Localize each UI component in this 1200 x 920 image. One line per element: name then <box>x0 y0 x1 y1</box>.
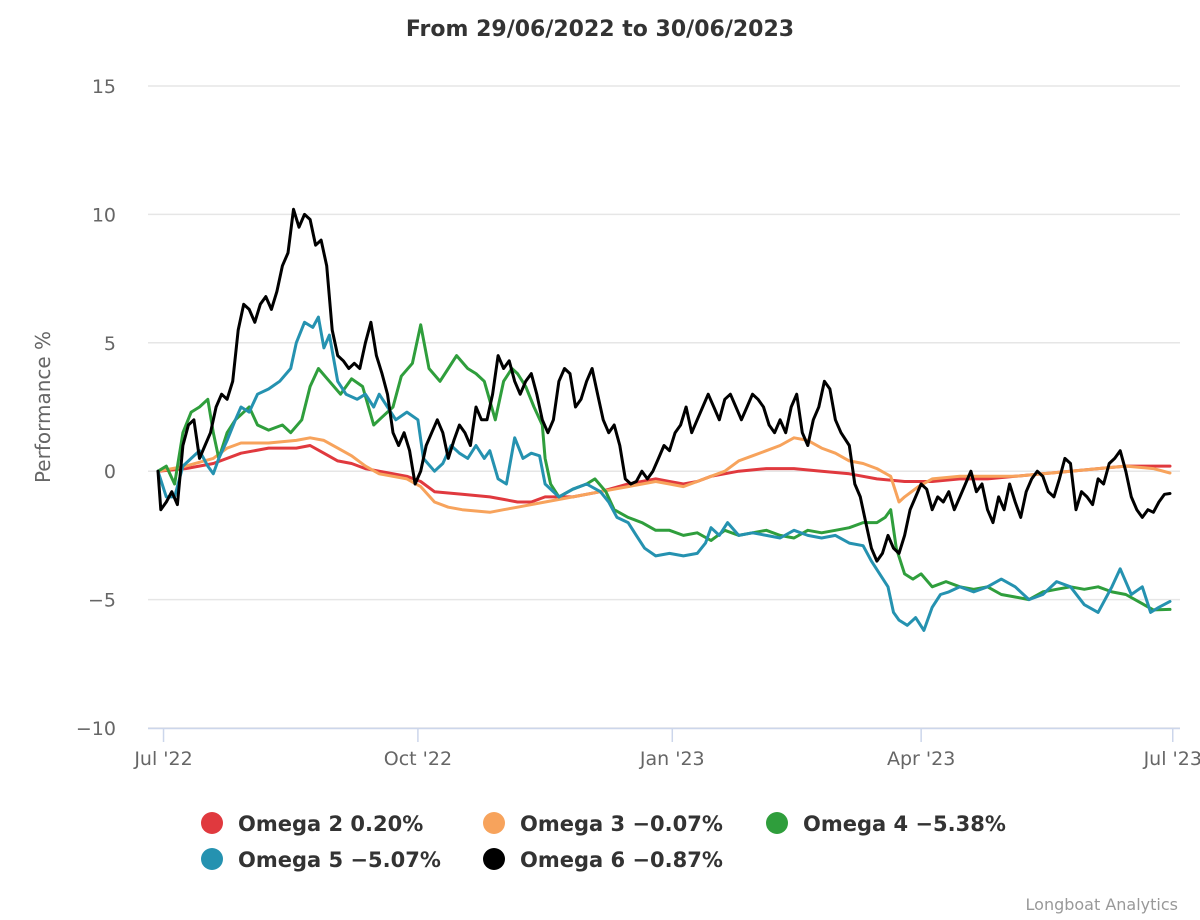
legend-marker <box>483 848 505 870</box>
y-tick-label: 15 <box>92 76 116 98</box>
legend-item-omega-2[interactable]: Omega 2 0.20% <box>201 812 423 836</box>
series-line-omega-3[interactable] <box>156 436 1172 514</box>
chart-title: From 29/06/2022 to 30/06/2023 <box>406 17 794 42</box>
legend-label: Omega 3 −0.07% <box>520 812 723 836</box>
legend-marker <box>201 812 223 834</box>
x-tick-label: Oct '22 <box>384 748 452 770</box>
legend-label: Omega 6 −0.87% <box>520 848 723 872</box>
y-tick-label: −10 <box>76 718 116 740</box>
x-tick-label: Jul '23 <box>1143 748 1200 770</box>
x-axis: Jul '22 Oct '22 Jan '23 Apr '23 Jul '23 <box>133 727 1200 770</box>
series-lines <box>156 207 1172 632</box>
y-axis-title: Performance % <box>31 331 55 483</box>
credits-label[interactable]: Longboat Analytics <box>1026 895 1178 914</box>
y-tick-label: 10 <box>92 204 116 226</box>
legend-item-omega-3[interactable]: Omega 3 −0.07% <box>483 812 723 836</box>
x-tick-label: Apr '23 <box>887 748 955 770</box>
series-line-omega-5[interactable] <box>156 315 1172 632</box>
legend-marker <box>201 848 223 870</box>
y-tick-label: 0 <box>104 461 116 483</box>
legend-label: Omega 4 −5.38% <box>803 812 1006 836</box>
legend-label: Omega 2 0.20% <box>238 812 423 836</box>
legend-marker <box>766 812 788 834</box>
y-axis: −10 −5 0 5 10 15 <box>76 76 116 740</box>
legend-label: Omega 5 −5.07% <box>238 848 441 872</box>
x-tick-label: Jul '22 <box>133 748 192 770</box>
y-tick-label: 5 <box>104 333 116 355</box>
series-line-omega-2[interactable] <box>156 444 1172 504</box>
x-tick-label: Jan '23 <box>639 748 705 770</box>
y-gridlines <box>148 85 1180 729</box>
legend-item-omega-5[interactable]: Omega 5 −5.07% <box>201 848 441 872</box>
series-line-omega-4[interactable] <box>156 323 1172 612</box>
y-tick-label: −5 <box>88 590 116 612</box>
legend-marker <box>483 812 505 834</box>
series-line-omega-6[interactable] <box>156 207 1172 563</box>
legend-item-omega-6[interactable]: Omega 6 −0.87% <box>483 848 723 872</box>
legend-item-omega-4[interactable]: Omega 4 −5.38% <box>766 812 1006 836</box>
legend[interactable]: Omega 2 0.20% Omega 3 −0.07% Omega 4 −5.38… <box>201 812 1006 872</box>
